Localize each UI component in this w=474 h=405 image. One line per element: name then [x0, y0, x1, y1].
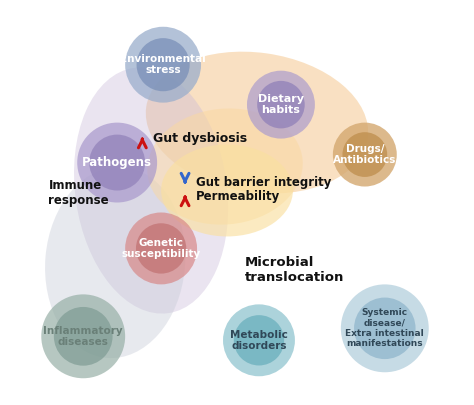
Circle shape [342, 132, 387, 177]
Circle shape [247, 71, 315, 139]
Circle shape [354, 298, 416, 359]
Text: Gut barrier integrity: Gut barrier integrity [196, 177, 331, 190]
Ellipse shape [45, 167, 185, 358]
Text: Gut dysbiosis: Gut dysbiosis [153, 132, 247, 145]
Circle shape [125, 27, 201, 102]
Text: Environmental
stress: Environmental stress [120, 54, 206, 75]
Text: Inflammatory
diseases: Inflammatory diseases [44, 326, 123, 347]
Text: Systemic
disease/
Extra intestinal
manifestations: Systemic disease/ Extra intestinal manif… [346, 308, 424, 348]
Text: Microbial
translocation: Microbial translocation [245, 256, 345, 284]
Ellipse shape [146, 52, 368, 194]
Circle shape [257, 81, 305, 128]
Circle shape [89, 134, 145, 190]
Text: Genetic
susceptibility: Genetic susceptibility [121, 238, 201, 259]
Circle shape [77, 123, 157, 202]
Ellipse shape [161, 145, 293, 237]
Circle shape [125, 213, 197, 284]
Text: Immune
response: Immune response [48, 179, 109, 207]
Ellipse shape [74, 68, 228, 313]
Circle shape [54, 307, 112, 366]
Circle shape [333, 123, 397, 187]
Text: Drugs/
Antibiotics: Drugs/ Antibiotics [333, 144, 397, 165]
Circle shape [223, 305, 295, 376]
Text: Metabolic
disorders: Metabolic disorders [230, 330, 288, 351]
Text: Permeability: Permeability [196, 190, 280, 202]
Circle shape [341, 284, 429, 372]
Circle shape [41, 294, 125, 378]
Text: Pathogens: Pathogens [82, 156, 152, 169]
Circle shape [136, 223, 186, 274]
Text: Dietary
habits: Dietary habits [258, 94, 304, 115]
Circle shape [234, 315, 284, 365]
Ellipse shape [147, 109, 303, 225]
Circle shape [137, 38, 190, 91]
